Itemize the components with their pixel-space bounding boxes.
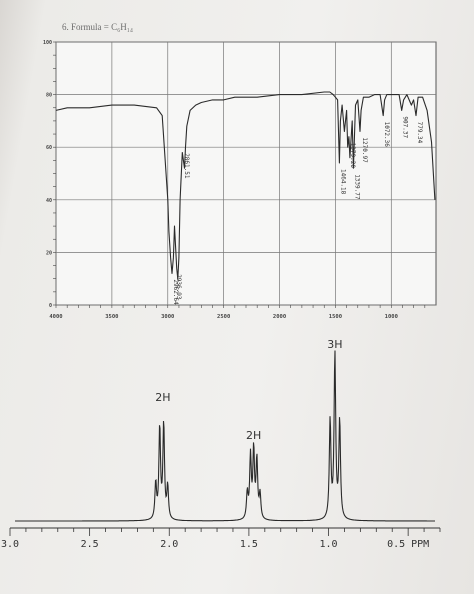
nmr-x-tick-label: 1.5 xyxy=(240,539,258,550)
nmr-integration-label: 3H xyxy=(327,338,342,351)
nmr-x-tick-label: 1.0 xyxy=(319,539,337,550)
ir-y-tick-label: 0 xyxy=(49,303,52,309)
problem-title: 6. Formula = C₆H₁₄ xyxy=(62,22,133,32)
ir-x-tick-label: 2500 xyxy=(217,314,230,320)
ir-spectrum-line xyxy=(55,91,436,280)
ir-y-tick-label: 20 xyxy=(46,250,52,256)
ir-x-tick-label: 1000 xyxy=(385,314,398,320)
ir-peak-label: 1464.18 xyxy=(339,169,346,195)
ir-x-tick-label: 1500 xyxy=(329,314,342,320)
ir-x-tick-label: 2000 xyxy=(273,314,286,320)
ir-y-tick-label: 60 xyxy=(46,145,52,151)
ir-x-tick-label: 3500 xyxy=(105,314,118,320)
ir-peak-label: 2962.64 xyxy=(172,279,179,305)
ir-peak-label: 2861.51 xyxy=(183,153,190,179)
nmr-spectrum-line xyxy=(15,350,435,522)
ir-y-tick-label: 40 xyxy=(46,198,52,204)
nmr-x-tick-label: 2.5 xyxy=(81,539,99,550)
ir-peak-label: 1072.36 xyxy=(383,122,390,148)
nmr-x-tick-label: 0.5 PPM xyxy=(387,539,429,550)
ir-peak-label: 2936.93 xyxy=(175,274,182,300)
ir-peak-label: 1270.97 xyxy=(361,137,368,163)
nmr-x-tick-label: 2.0 xyxy=(160,539,178,550)
nmr-x-tick-label: 3.0 xyxy=(1,539,19,550)
ir-peak-label: 907.37 xyxy=(402,116,409,138)
ir-x-tick-label: 4000 xyxy=(49,314,62,320)
ir-peak-label: 1379.20 xyxy=(349,143,356,169)
ir-plot-frame xyxy=(55,41,437,306)
nmr-integration-label: 2H xyxy=(246,429,261,442)
ir-x-tick-label: 3000 xyxy=(161,314,174,320)
nmr-integration-label: 2H xyxy=(155,391,170,404)
ir-peak-label: 1339.77 xyxy=(353,174,360,200)
ir-peak-label: 779.34 xyxy=(416,122,423,144)
ir-y-tick-label: 80 xyxy=(46,93,52,99)
ir-y-tick-label: 100 xyxy=(43,40,52,46)
